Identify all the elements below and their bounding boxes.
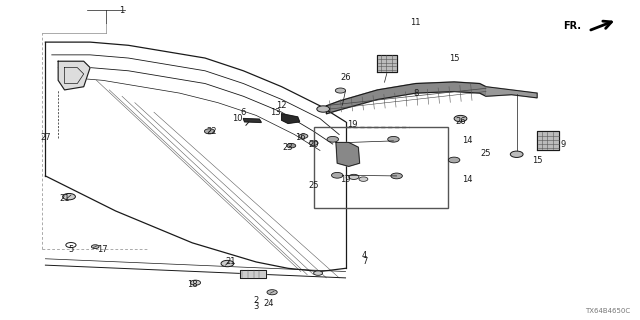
Text: 15: 15 bbox=[532, 156, 542, 164]
Text: 21: 21 bbox=[225, 258, 236, 267]
Text: 26: 26 bbox=[340, 73, 351, 82]
Polygon shape bbox=[537, 131, 559, 150]
Text: 24: 24 bbox=[264, 299, 274, 308]
Text: 19: 19 bbox=[340, 175, 351, 184]
Circle shape bbox=[332, 172, 343, 178]
Polygon shape bbox=[243, 119, 261, 123]
Polygon shape bbox=[282, 114, 300, 123]
Text: 18: 18 bbox=[187, 280, 198, 289]
Text: 14: 14 bbox=[461, 136, 472, 145]
Text: 15: 15 bbox=[449, 53, 460, 62]
Text: 4: 4 bbox=[362, 251, 367, 260]
Text: 7: 7 bbox=[362, 258, 367, 267]
Text: 26: 26 bbox=[455, 117, 466, 126]
Circle shape bbox=[63, 194, 76, 200]
Text: 25: 25 bbox=[308, 181, 319, 190]
Text: 8: 8 bbox=[413, 89, 419, 98]
Text: 22: 22 bbox=[206, 127, 217, 136]
Text: 25: 25 bbox=[481, 149, 492, 158]
Text: 3: 3 bbox=[253, 302, 259, 311]
Circle shape bbox=[317, 106, 330, 112]
Text: TX64B4650C: TX64B4650C bbox=[584, 308, 630, 314]
Text: 11: 11 bbox=[410, 19, 421, 28]
Text: 1: 1 bbox=[120, 6, 125, 15]
Polygon shape bbox=[58, 61, 90, 90]
Circle shape bbox=[309, 141, 318, 145]
Text: 9: 9 bbox=[560, 140, 565, 148]
Circle shape bbox=[391, 173, 403, 179]
Circle shape bbox=[359, 177, 368, 181]
Text: 13: 13 bbox=[270, 108, 280, 117]
Text: FR.: FR. bbox=[563, 21, 580, 31]
Circle shape bbox=[327, 136, 339, 142]
Text: 19: 19 bbox=[347, 120, 357, 130]
Circle shape bbox=[349, 174, 359, 180]
Text: 16: 16 bbox=[296, 133, 306, 142]
Text: 20: 20 bbox=[308, 140, 319, 148]
Text: 12: 12 bbox=[276, 101, 287, 110]
Circle shape bbox=[388, 136, 399, 142]
Circle shape bbox=[190, 280, 200, 285]
Circle shape bbox=[92, 245, 99, 249]
Circle shape bbox=[204, 129, 214, 134]
Text: 23: 23 bbox=[283, 143, 293, 152]
Text: 21: 21 bbox=[60, 194, 70, 203]
Text: 17: 17 bbox=[97, 245, 108, 254]
Polygon shape bbox=[336, 142, 360, 166]
Text: 27: 27 bbox=[40, 133, 51, 142]
Circle shape bbox=[221, 260, 234, 267]
Polygon shape bbox=[326, 82, 486, 114]
Polygon shape bbox=[378, 55, 397, 72]
Circle shape bbox=[287, 143, 296, 148]
Circle shape bbox=[314, 271, 323, 275]
Text: 6: 6 bbox=[241, 108, 246, 117]
Text: 10: 10 bbox=[232, 114, 242, 123]
Polygon shape bbox=[240, 270, 266, 278]
Text: 2: 2 bbox=[253, 296, 259, 305]
Circle shape bbox=[510, 151, 523, 157]
Text: 14: 14 bbox=[461, 175, 472, 184]
Circle shape bbox=[299, 134, 308, 138]
Polygon shape bbox=[486, 87, 537, 98]
Circle shape bbox=[267, 290, 277, 295]
Text: 5: 5 bbox=[68, 245, 74, 254]
Circle shape bbox=[449, 157, 460, 163]
Circle shape bbox=[335, 88, 346, 93]
Circle shape bbox=[454, 116, 467, 122]
